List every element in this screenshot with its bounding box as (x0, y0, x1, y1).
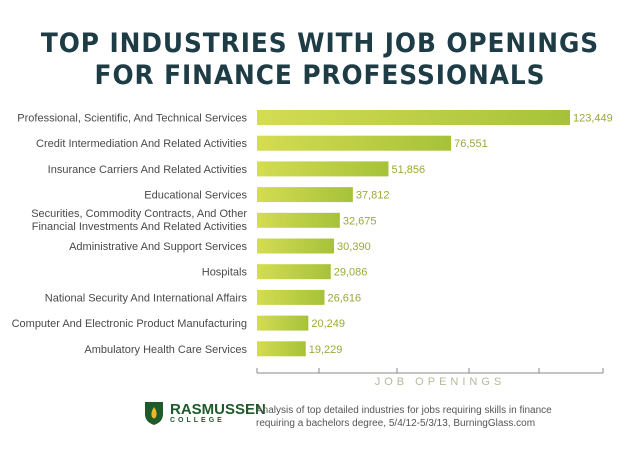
category-label: Computer And Electronic Product Manufact… (12, 318, 247, 330)
brand-name: RASMUSSEN (170, 400, 266, 418)
category-label: Credit Intermediation And Related Activi… (36, 138, 247, 150)
value-label: 76,551 (454, 138, 488, 150)
bar (257, 341, 306, 357)
category-label: Hospitals (202, 267, 248, 279)
source-note: Analysis of top detailed industries for … (256, 404, 576, 430)
category-label: Professional, Scientific, And Technical … (17, 113, 247, 125)
brand-subtitle: COLLEGE (170, 416, 225, 424)
category-label: Securities, Commodity Contracts, And Oth… (31, 208, 247, 233)
value-label: 123,449 (573, 113, 613, 125)
value-label: 19,229 (309, 344, 343, 356)
value-label: 51,856 (391, 164, 425, 176)
source-line: requiring a bachelors degree, 5/4/12-5/3… (256, 418, 536, 429)
value-label: 20,249 (311, 318, 345, 330)
bar (257, 135, 452, 151)
value-label: 26,616 (327, 292, 361, 304)
bar (257, 161, 389, 177)
bar (257, 238, 335, 254)
category-label: Educational Services (144, 190, 247, 202)
bar (257, 212, 340, 228)
category-label: Ambulatory Health Care Services (84, 344, 247, 356)
bar (257, 187, 353, 203)
x-axis (256, 368, 604, 374)
value-label: 37,812 (356, 190, 390, 202)
value-label: 32,675 (343, 215, 377, 227)
bar (257, 315, 309, 331)
value-label: 29,086 (334, 267, 368, 279)
value-label: 30,390 (337, 241, 371, 253)
bar (257, 289, 325, 305)
category-label: National Security And International Affa… (45, 292, 248, 304)
x-axis-label: JOB OPENINGS (374, 376, 506, 388)
bar (257, 264, 331, 280)
category-label: Insurance Carriers And Related Activitie… (48, 164, 248, 176)
category-label: Administrative And Support Services (69, 241, 247, 253)
shield-flame-icon (145, 402, 163, 425)
bar (257, 110, 570, 125)
chart-title: TOP INDUSTRIES WITH JOB OPENINGS FOR FIN… (40, 28, 600, 91)
source-line: Analysis of top detailed industries for … (256, 405, 552, 416)
rasmussen-logo: RASMUSSEN COLLEGE (143, 400, 266, 426)
